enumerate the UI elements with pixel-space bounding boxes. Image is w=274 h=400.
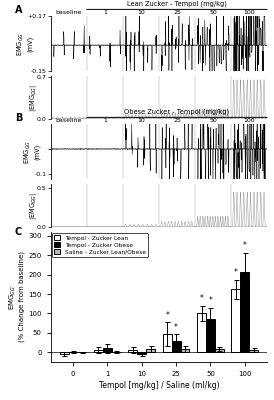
Bar (146, 349, 155, 352)
X-axis label: Tempol [mg/kg] / Saline (ml/kg): Tempol [mg/kg] / Saline (ml/kg) (99, 381, 219, 390)
Y-axis label: |EMG$_{GG}$|: |EMG$_{GG}$| (28, 192, 39, 220)
Bar (206, 319, 215, 352)
Text: *: * (165, 311, 169, 320)
Y-axis label: |EMG$_{GG}$|: |EMG$_{GG}$| (28, 84, 39, 112)
Y-axis label: EMG$_{GG}$
(mV): EMG$_{GG}$ (mV) (23, 140, 41, 164)
Text: *: * (234, 268, 238, 277)
Bar (163, 334, 172, 352)
Legend: Tempol - Zucker Lean, Tempol - Zucker Obese, Saline - Zucker Lean/Obese: Tempol - Zucker Lean, Tempol - Zucker Ob… (52, 233, 148, 257)
Bar (240, 272, 249, 352)
Text: *: * (199, 294, 204, 303)
Bar (197, 314, 206, 352)
Bar (60, 352, 68, 354)
Text: 25: 25 (173, 118, 181, 123)
Bar (137, 352, 146, 354)
Y-axis label: EMG$_{GG}$
(mV): EMG$_{GG}$ (mV) (16, 32, 34, 56)
Text: C: C (15, 227, 22, 237)
Bar (181, 349, 190, 352)
Text: 10: 10 (137, 118, 145, 123)
Text: 25: 25 (173, 10, 181, 15)
Bar (103, 348, 112, 352)
Text: 100: 100 (243, 118, 255, 123)
Bar (215, 349, 224, 352)
Text: 10: 10 (137, 10, 145, 15)
Text: 100: 100 (243, 10, 255, 15)
Text: baseline: baseline (56, 10, 82, 15)
Bar (172, 342, 181, 352)
Text: A: A (15, 5, 22, 15)
Text: *: * (243, 241, 247, 250)
Bar (232, 289, 240, 352)
Text: *: * (209, 296, 212, 305)
Text: Lean Zucker - Tempol (mg/kg): Lean Zucker - Tempol (mg/kg) (127, 1, 227, 7)
Text: Obese Zucker - Tempol (mg/kg): Obese Zucker - Tempol (mg/kg) (124, 109, 230, 115)
Text: 1: 1 (103, 10, 107, 15)
Text: 50: 50 (209, 118, 217, 123)
Text: *: * (174, 323, 178, 332)
Y-axis label: EMG$_{GG}$
(% Change from baseline): EMG$_{GG}$ (% Change from baseline) (8, 252, 25, 342)
Text: B: B (15, 113, 22, 123)
Bar (94, 350, 103, 352)
Text: baseline: baseline (56, 118, 82, 123)
Bar (128, 350, 137, 352)
Bar (249, 350, 258, 352)
Text: 1: 1 (103, 118, 107, 123)
Text: 50: 50 (209, 10, 217, 15)
